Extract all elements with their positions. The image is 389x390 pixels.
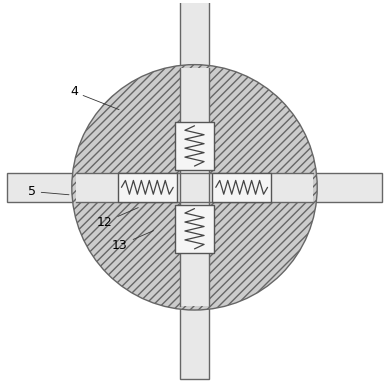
Bar [175,122,214,170]
Text: 12: 12 [97,207,138,229]
Bar [180,288,209,379]
Text: 5: 5 [28,185,69,198]
Bar [75,173,314,202]
Text: 13: 13 [112,230,154,252]
Circle shape [72,65,317,310]
Bar [117,173,177,202]
Bar [7,173,94,202]
Bar [175,205,214,253]
Bar [295,173,382,202]
Bar [212,173,272,202]
Text: 4: 4 [70,85,119,110]
Bar [180,69,209,306]
Bar [180,0,209,87]
